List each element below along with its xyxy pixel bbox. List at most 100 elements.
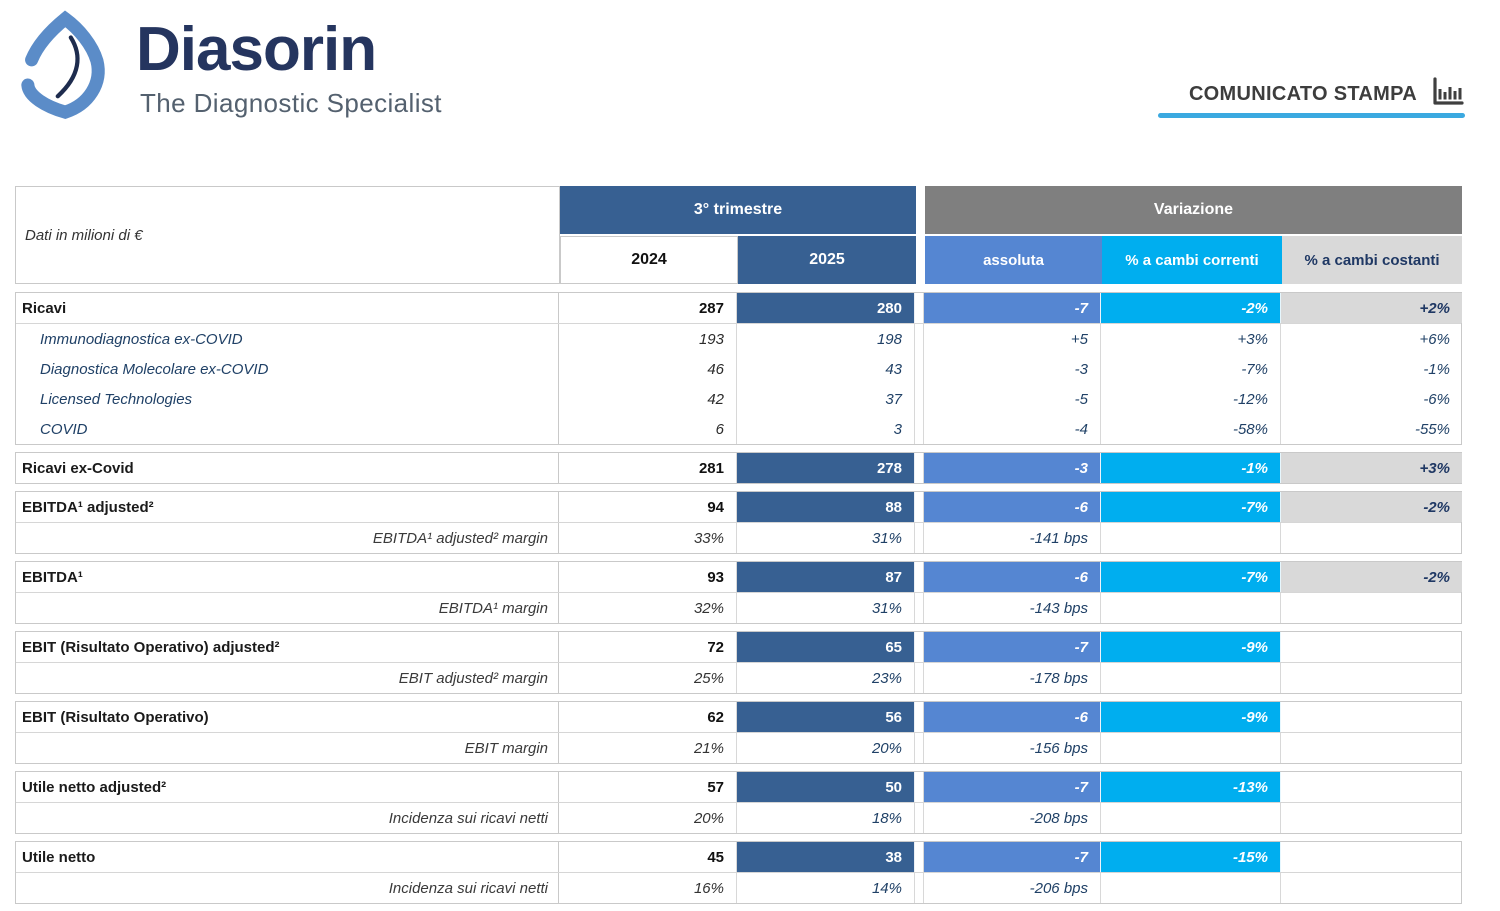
cell-absolute: -5	[924, 384, 1101, 414]
cell-constant-fx: +3%	[1281, 453, 1462, 483]
variation-group-header: Variazione	[925, 186, 1462, 234]
row-label: Licensed Technologies	[16, 384, 559, 414]
cell-constant-fx: -2%	[1281, 562, 1462, 592]
row-label: Ricavi ex-Covid	[16, 453, 559, 483]
cell-2025: 50	[737, 772, 915, 802]
cell-current-fx: -13%	[1101, 772, 1281, 802]
cell-current-fx: -7%	[1101, 354, 1281, 384]
row-label: EBITDA¹ adjusted²	[16, 492, 559, 522]
table-row: EBIT (Risultato Operativo) 62 56 -6 -9%	[16, 702, 1461, 733]
cell-current-fx	[1101, 733, 1281, 763]
cell-2024: 281	[559, 453, 737, 483]
column-gap	[915, 384, 924, 414]
cell-constant-fx	[1281, 593, 1462, 623]
row-label: Incidenza sui ricavi netti	[16, 803, 559, 833]
column-gap	[915, 414, 924, 444]
table-section: Ricavi 287 280 -7 -2% +2% Immunodiagnost…	[15, 292, 1462, 445]
table-row: Incidenza sui ricavi netti 20% 18% -208 …	[16, 803, 1461, 833]
column-gap	[915, 803, 924, 833]
column-gap	[915, 772, 924, 802]
cell-current-fx: -7%	[1101, 562, 1281, 592]
cell-2025: 280	[737, 293, 915, 323]
cell-absolute: -7	[924, 772, 1101, 802]
cell-absolute: -4	[924, 414, 1101, 444]
cell-absolute: -6	[924, 492, 1101, 522]
table-row: EBITDA¹ adjusted² margin 33% 31% -141 bp…	[16, 523, 1461, 553]
cell-2025: 20%	[737, 733, 915, 763]
cell-current-fx	[1101, 593, 1281, 623]
financial-table: Dati in milioni di € 3° trimestre Variaz…	[15, 186, 1462, 911]
diasorin-logo-drop-icon	[12, 6, 124, 129]
table-row: EBITDA¹ 93 87 -6 -7% -2%	[16, 562, 1462, 593]
column-gap	[915, 354, 924, 384]
table-row: Immunodiagnostica ex-COVID 193 198 +5 +3…	[16, 324, 1461, 354]
cell-2024: 20%	[559, 803, 737, 833]
col-header-constant-fx: % a cambi costanti	[1282, 236, 1462, 284]
cell-current-fx	[1101, 523, 1281, 553]
press-release-header: COMUNICATO STAMPA	[1158, 76, 1465, 113]
cell-2025: 31%	[737, 523, 915, 553]
cell-absolute: -6	[924, 562, 1101, 592]
cell-2024: 33%	[559, 523, 737, 553]
cell-constant-fx: -55%	[1414, 420, 1450, 438]
column-gap	[915, 663, 924, 693]
col-header-absolute: assoluta	[925, 236, 1102, 284]
cell-2024: 42	[559, 384, 737, 414]
cell-2024: 32%	[559, 593, 737, 623]
cell-2025: 38	[737, 842, 915, 872]
column-gap	[915, 324, 924, 354]
cell-2025: 14%	[737, 873, 915, 903]
cell-constant-fx	[1281, 523, 1462, 553]
cell-2025: 31%	[737, 593, 915, 623]
cell-constant-fx: -1%	[1423, 360, 1450, 378]
cell-2025: 37	[737, 384, 915, 414]
table-section: Utile netto adjusted² 57 50 -7 -13% Inci…	[15, 771, 1462, 834]
cell-2025: 87	[737, 562, 915, 592]
press-release-label: COMUNICATO STAMPA	[1188, 83, 1417, 105]
row-label: EBIT adjusted² margin	[16, 663, 559, 693]
cell-constant-fx: +6%	[1419, 330, 1450, 348]
cell-2025: 278	[737, 453, 915, 483]
table-section: Ricavi ex-Covid 281 278 -3 -1% +3%	[15, 452, 1462, 484]
row-label: EBITDA¹ margin	[16, 593, 559, 623]
column-gap	[915, 733, 924, 763]
cell-current-fx	[1101, 803, 1281, 833]
quarter-group-header: 3° trimestre	[560, 186, 916, 234]
cell-absolute: -206 bps	[924, 873, 1101, 903]
bar-chart-icon	[1429, 76, 1465, 113]
cell-constant-fx	[1281, 702, 1462, 732]
cell-current-fx: -2%	[1101, 293, 1281, 323]
cell-2024: 193	[559, 324, 737, 354]
table-section: EBITDA¹ 93 87 -6 -7% -2% EBITDA¹ margin …	[15, 561, 1462, 624]
unit-note: Dati in milioni di €	[15, 186, 560, 284]
table-section: Utile netto 45 38 -7 -15% Incidenza sui …	[15, 841, 1462, 904]
cell-2025: 3	[737, 414, 915, 444]
table-row: Licensed Technologies 42 37 -5 -12% -6%	[16, 384, 1461, 414]
cell-constant-fx	[1281, 663, 1462, 693]
cell-constant-fx	[1281, 733, 1462, 763]
cell-constant-fx: -2%	[1281, 492, 1462, 522]
cell-2025: 23%	[737, 663, 915, 693]
cell-2024: 21%	[559, 733, 737, 763]
row-label: EBITDA¹ adjusted² margin	[16, 523, 559, 553]
cell-2024: 72	[559, 632, 737, 662]
row-label: Utile netto	[16, 842, 559, 872]
cell-current-fx: -7%	[1101, 492, 1281, 522]
cell-absolute: -141 bps	[924, 523, 1101, 553]
cell-2025: 88	[737, 492, 915, 522]
cell-2024: 25%	[559, 663, 737, 693]
cell-constant-fx	[1281, 632, 1462, 662]
table-row: EBIT adjusted² margin 25% 23% -178 bps	[16, 663, 1461, 693]
column-gap	[915, 562, 924, 592]
cell-constant-fx: +2%	[1281, 293, 1462, 323]
column-gap	[915, 492, 924, 522]
row-label: Immunodiagnostica ex-COVID	[16, 324, 559, 354]
table-row: EBITDA¹ margin 32% 31% -143 bps	[16, 593, 1461, 623]
table-row: EBIT (Risultato Operativo) adjusted² 72 …	[16, 632, 1461, 663]
cell-absolute: -7	[924, 632, 1101, 662]
row-label: Utile netto adjusted²	[16, 772, 559, 802]
row-label: EBIT (Risultato Operativo)	[16, 702, 559, 732]
row-label: Diagnostica Molecolare ex-COVID	[16, 354, 559, 384]
cell-2024: 45	[559, 842, 737, 872]
table-section: EBITDA¹ adjusted² 94 88 -6 -7% -2% EBITD…	[15, 491, 1462, 554]
